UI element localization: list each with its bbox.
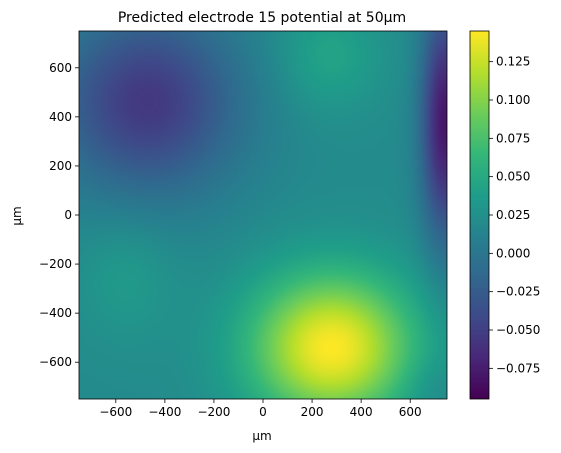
colorbar-tick-label: 0.125 bbox=[496, 55, 530, 69]
y-tick-label: 400 bbox=[49, 110, 72, 124]
x-tick-label: 200 bbox=[301, 405, 324, 419]
y-tick-label: 0 bbox=[64, 208, 72, 222]
y-tick-label: −200 bbox=[39, 257, 72, 271]
y-tick-label: −600 bbox=[39, 355, 72, 369]
x-tick-label: −200 bbox=[197, 405, 230, 419]
colorbar-tick-label: 0.025 bbox=[496, 208, 530, 222]
y-axis: −600 −400 −200 0 200 400 600 bbox=[39, 61, 79, 369]
colorbar: 0.125 0.100 0.075 0.050 0.025 0.000 −0.025 −0.0… bbox=[470, 31, 540, 399]
x-tick-label: 0 bbox=[259, 405, 267, 419]
y-tick-label: −400 bbox=[39, 306, 72, 320]
chart-title: Predicted electrode 15 potential at 50µm bbox=[118, 10, 406, 26]
x-tick-label: 600 bbox=[399, 405, 422, 419]
colorbar-gradient bbox=[470, 31, 489, 399]
x-axis: −600 −400 −200 0 200 400 600 bbox=[99, 399, 421, 419]
x-tick-label: 400 bbox=[350, 405, 373, 419]
x-tick-label: −400 bbox=[148, 405, 181, 419]
colorbar-tick-label: 0.000 bbox=[496, 246, 530, 260]
colorbar-tick-label: 0.050 bbox=[496, 170, 530, 184]
x-tick-label: −600 bbox=[99, 405, 132, 419]
plot-area bbox=[79, 31, 447, 399]
y-axis-label: µm bbox=[10, 206, 24, 225]
colorbar-tick-label: 0.100 bbox=[496, 93, 530, 107]
x-axis-label: µm bbox=[252, 429, 271, 443]
colorbar-tick-label: −0.050 bbox=[496, 323, 540, 337]
heatmap-image bbox=[79, 31, 447, 399]
colorbar-tick-label: −0.025 bbox=[496, 285, 540, 299]
y-tick-label: 200 bbox=[49, 159, 72, 173]
colorbar-tick-label: 0.075 bbox=[496, 131, 530, 145]
y-tick-label: 600 bbox=[49, 61, 72, 75]
colorbar-tick-label: −0.075 bbox=[496, 361, 540, 375]
